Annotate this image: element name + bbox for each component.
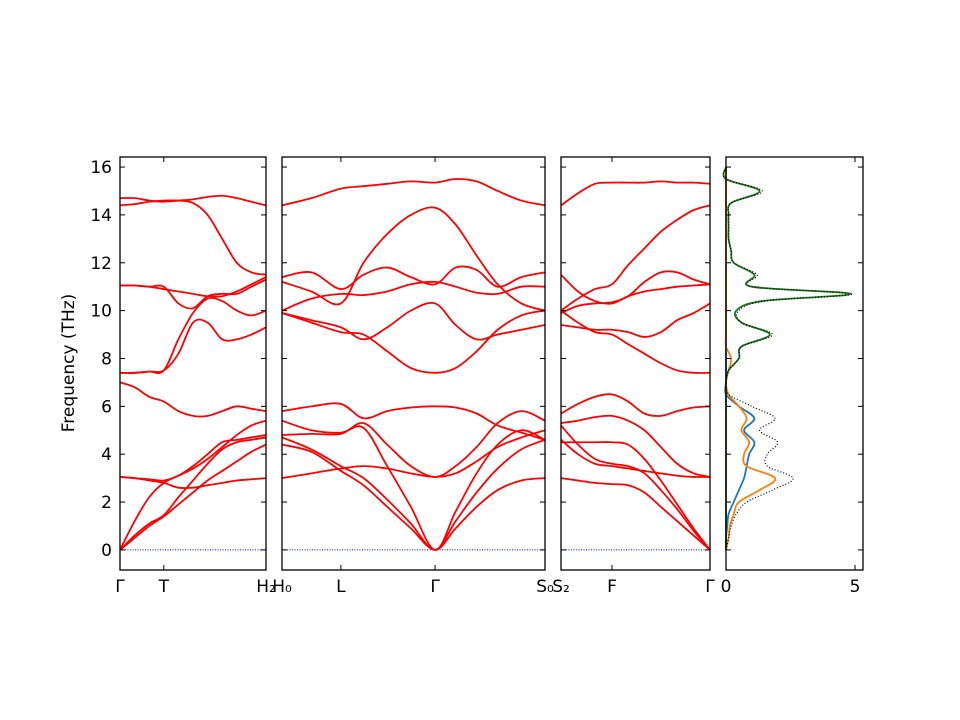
band-line: [281, 419, 546, 551]
y-axis-label: Frequency (THz): [59, 294, 79, 433]
band-line: [560, 204, 711, 312]
band-line: [119, 436, 267, 551]
x-tick-label: 0: [721, 577, 732, 597]
dos-line: [722, 166, 854, 551]
band-line: [281, 206, 546, 312]
band-line: [119, 419, 267, 551]
band-line: [281, 436, 546, 551]
x-tick-label: H₂: [256, 577, 276, 597]
band-line: [560, 274, 711, 305]
band-line: [281, 429, 546, 480]
y-tick-label: 12: [90, 254, 112, 274]
plot-frame: [119, 156, 267, 571]
band-line: [281, 265, 546, 290]
band-line: [560, 270, 711, 314]
band-line: [281, 410, 546, 478]
x-tick-label: Γ: [115, 577, 125, 597]
band-line: [119, 276, 267, 298]
band-line: [561, 441, 711, 551]
band-line: [119, 199, 267, 276]
y-tick-label: 0: [101, 541, 112, 561]
x-tick-label: Γ: [705, 577, 715, 597]
band-line: [560, 302, 711, 338]
y-tick-label: 8: [101, 349, 112, 369]
band-line: [119, 297, 267, 374]
band-line: [119, 443, 267, 551]
y-tick-label: 16: [90, 158, 112, 178]
band-line: [560, 414, 711, 478]
x-tick-label: S₀: [536, 577, 554, 597]
band-line: [560, 180, 711, 207]
x-tick-label: 5: [850, 577, 861, 597]
band-line: [281, 309, 546, 374]
band-line: [560, 477, 711, 551]
y-tick-label: 14: [90, 206, 112, 226]
band-line: [560, 393, 711, 417]
x-tick-label: F: [607, 577, 617, 597]
y-tick-label: 2: [101, 493, 112, 513]
x-tick-label: L: [336, 577, 346, 597]
x-tick-label: Γ: [430, 577, 440, 597]
band-line: [119, 381, 267, 418]
y-tick-label: 10: [90, 302, 112, 322]
band-line: [560, 439, 711, 478]
band-line: [119, 434, 267, 482]
x-tick-label: H₀: [272, 577, 292, 597]
band-line: [119, 318, 267, 374]
band-line: [281, 301, 546, 341]
dos-line: [724, 167, 777, 551]
x-tick-label: S₂: [552, 577, 570, 597]
band-line: [560, 309, 711, 374]
dos-line: [722, 166, 851, 550]
y-tick-label: 4: [101, 445, 112, 465]
plot-frame: [725, 156, 864, 571]
plot-frame: [281, 156, 546, 571]
x-tick-label: T: [158, 577, 170, 597]
plot-frame: [560, 156, 711, 571]
band-line: [281, 402, 546, 441]
y-tick-label: 6: [101, 397, 112, 417]
band-line: [281, 178, 546, 207]
band-line: [119, 194, 267, 207]
